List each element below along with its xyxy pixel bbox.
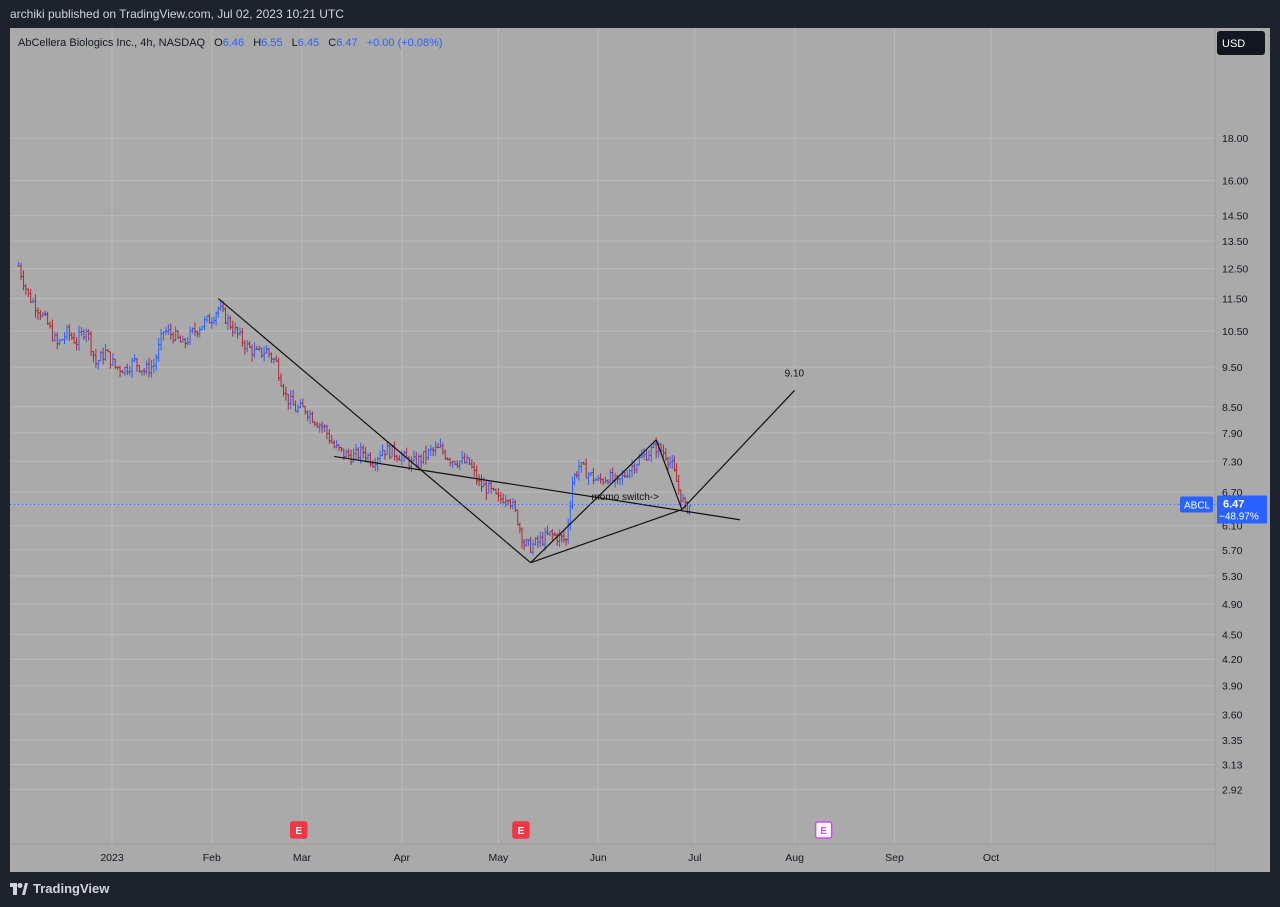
tradingview-logo-icon bbox=[10, 882, 28, 895]
legend-low-label: L bbox=[292, 37, 298, 49]
price-tick-label: 10.50 bbox=[1222, 326, 1248, 338]
chart-grid bbox=[10, 28, 1215, 844]
trend-line bbox=[530, 508, 683, 564]
price-tick-label: 7.30 bbox=[1222, 456, 1243, 468]
legend-symbol: AbCellera Biologics Inc., 4h, NASDAQ O6.… bbox=[18, 37, 443, 49]
legend-change: +0.00 (+0.08%) bbox=[367, 37, 443, 49]
earnings-label: E bbox=[820, 826, 827, 837]
price-tick-label: 4.20 bbox=[1222, 654, 1243, 666]
price-tick-label: 5.30 bbox=[1222, 571, 1243, 583]
earnings-event-icon[interactable]: E bbox=[512, 821, 530, 839]
trend-line bbox=[655, 439, 683, 510]
trend-line bbox=[681, 389, 796, 510]
price-tick-label: 7.90 bbox=[1222, 428, 1243, 440]
legend-low-value: 6.45 bbox=[298, 37, 319, 49]
time-axis-labels: 2023 Feb Mar Apr May Jun Jul Aug Sep Oct bbox=[100, 852, 999, 864]
price-tick-label: 13.50 bbox=[1222, 236, 1248, 248]
price-tick-label: 3.13 bbox=[1222, 759, 1243, 771]
tradingview-logo[interactable]: TradingView bbox=[10, 881, 109, 896]
time-axis[interactable] bbox=[10, 844, 1215, 872]
currency-label: USD bbox=[1222, 38, 1245, 50]
trend-line bbox=[334, 455, 740, 521]
trend-line bbox=[530, 439, 657, 564]
currency-button[interactable]: USD bbox=[1217, 31, 1265, 55]
time-tick-label: Mar bbox=[293, 852, 312, 864]
legend-open-label: O bbox=[214, 37, 223, 49]
price-axis[interactable] bbox=[1215, 28, 1270, 872]
earnings-event-icon[interactable]: E bbox=[290, 821, 308, 839]
price-tick-label: 16.00 bbox=[1222, 175, 1248, 187]
ticker-tag: ABCL bbox=[1184, 501, 1211, 512]
price-tick-label: 9.50 bbox=[1222, 362, 1243, 374]
earnings-marker bbox=[512, 821, 530, 839]
time-tick-label: May bbox=[488, 852, 509, 864]
legend-close-label: C bbox=[328, 37, 336, 49]
price-tick-label: 14.50 bbox=[1222, 211, 1248, 223]
earnings-event-icon[interactable]: E bbox=[814, 821, 833, 839]
legend-close-value: 6.47 bbox=[336, 37, 357, 49]
price-tick-label: 2.92 bbox=[1222, 784, 1243, 796]
price-tick-label: 5.70 bbox=[1222, 545, 1243, 557]
time-tick-label: Jul bbox=[688, 852, 701, 864]
price-tick-label: 8.50 bbox=[1222, 402, 1243, 414]
earnings-label: E bbox=[518, 826, 525, 837]
earnings-label: E bbox=[295, 826, 302, 837]
legend-high-label: H bbox=[253, 37, 261, 49]
time-tick-label: Jun bbox=[590, 852, 607, 864]
trendline-drawings[interactable]: 9.10 momo switch-> bbox=[217, 298, 805, 564]
price-chart[interactable]: 18.00 16.00 14.50 13.50 12.50 11.50 10.50 9.50 8… bbox=[10, 28, 1270, 872]
price-axis-labels: 18.00 16.00 14.50 13.50 12.50 11.50 10.50 9.50 8… bbox=[1222, 133, 1248, 796]
price-tick-label: 4.50 bbox=[1222, 629, 1243, 641]
earnings-marker bbox=[290, 821, 308, 839]
time-tick-label: 2023 bbox=[100, 852, 124, 864]
footer: TradingView bbox=[0, 872, 1280, 907]
price-tick-label: 18.00 bbox=[1222, 133, 1248, 145]
price-tick-label: 3.35 bbox=[1222, 735, 1243, 747]
price-tick-label: 11.50 bbox=[1222, 294, 1248, 306]
price-tag-change: −48.97% bbox=[1219, 512, 1259, 523]
price-tick-label: 3.90 bbox=[1222, 681, 1243, 693]
drawing-label: 9.10 bbox=[785, 369, 805, 380]
chart-panel[interactable]: 18.00 16.00 14.50 13.50 12.50 11.50 10.50 9.50 8… bbox=[10, 28, 1270, 872]
time-tick-label: Feb bbox=[203, 852, 221, 864]
time-tick-label: Oct bbox=[983, 852, 999, 864]
drawing-label: momo switch-> bbox=[591, 492, 659, 503]
publisher-line: archiki published on TradingView.com, Ju… bbox=[10, 7, 344, 21]
price-tick-label: 12.50 bbox=[1222, 264, 1248, 276]
earnings-marker bbox=[814, 821, 833, 839]
time-tick-label: Sep bbox=[885, 852, 904, 864]
chart-background bbox=[10, 28, 1270, 872]
price-tick-label: 3.60 bbox=[1222, 709, 1243, 721]
time-tick-label: Apr bbox=[394, 852, 411, 864]
price-tick-label: 4.90 bbox=[1222, 599, 1243, 611]
legend-open-value: 6.46 bbox=[223, 37, 244, 49]
trend-line bbox=[217, 298, 531, 564]
last-price-tag: ABCL 6.47 −48.97% bbox=[1180, 495, 1267, 524]
legend-high-value: 6.55 bbox=[261, 37, 282, 49]
ohlc-bars bbox=[17, 262, 691, 556]
price-tag-value: 6.47 bbox=[1223, 499, 1244, 511]
time-tick-label: Aug bbox=[785, 852, 804, 864]
legend-symbol-desc: AbCellera Biologics Inc., 4h, NASDAQ bbox=[18, 37, 206, 49]
price-tick-label: 6.10 bbox=[1222, 521, 1243, 533]
tradingview-brand: TradingView bbox=[33, 881, 110, 896]
